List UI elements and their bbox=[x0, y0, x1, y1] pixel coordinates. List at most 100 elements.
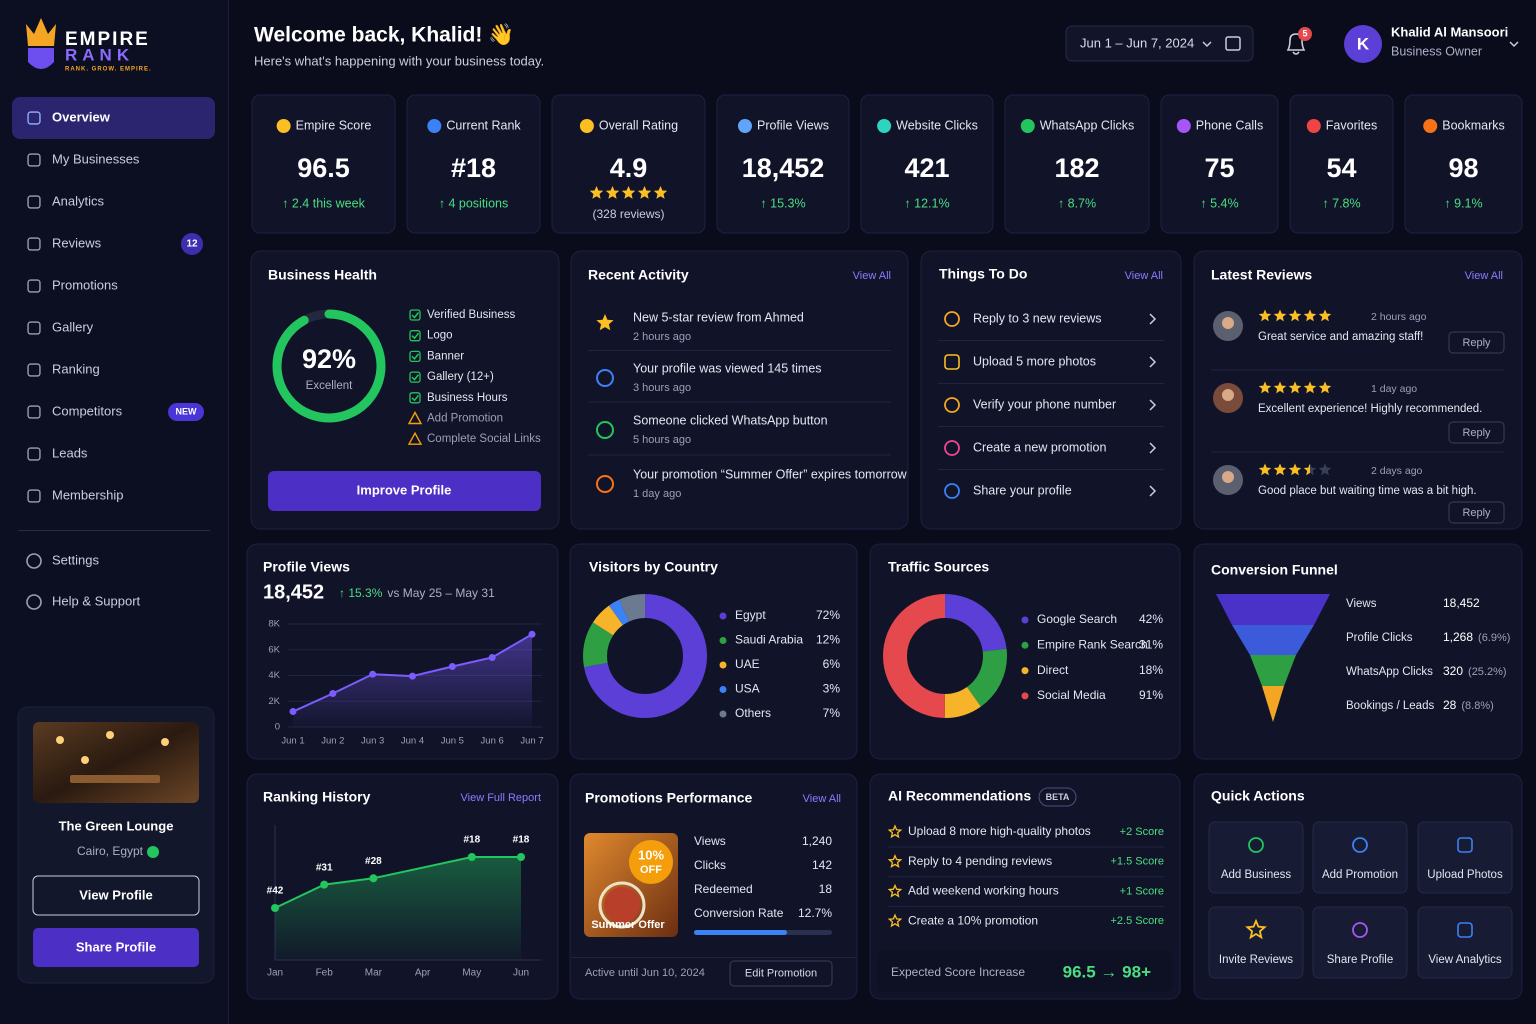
check-box bbox=[409, 371, 421, 383]
point bbox=[448, 662, 456, 670]
checklist-item: Verified Business bbox=[427, 309, 515, 321]
stat-value: 98 bbox=[1448, 153, 1478, 183]
panel bbox=[869, 543, 1181, 760]
date-picker[interactable] bbox=[1065, 25, 1254, 62]
reply-button[interactable] bbox=[1448, 421, 1505, 444]
recommendation-score: +1 Score bbox=[1120, 885, 1164, 897]
check bbox=[411, 312, 420, 319]
legend-value: 42% bbox=[1139, 612, 1163, 626]
chart-comparison: vs May 25 – May 31 bbox=[387, 586, 495, 600]
improve-button[interactable] bbox=[268, 471, 541, 511]
user-name: Khalid Al Mansoori bbox=[1391, 24, 1508, 39]
button-label[interactable]: Share Profile bbox=[76, 939, 156, 954]
quick-action-label[interactable]: Add Promotion bbox=[1322, 869, 1398, 881]
nav-item[interactable]: Gallery bbox=[52, 319, 94, 334]
icon bbox=[944, 397, 960, 413]
button-label[interactable]: Improve Profile bbox=[357, 482, 452, 497]
notification-count: 5 bbox=[1302, 28, 1307, 38]
link[interactable]: View All bbox=[853, 270, 891, 282]
metric-value: 18 bbox=[819, 882, 833, 896]
review-time: 2 days ago bbox=[1371, 465, 1423, 477]
nav-item[interactable]: Competitors bbox=[52, 403, 123, 418]
nav-item[interactable]: Ranking bbox=[52, 361, 100, 376]
button-label[interactable]: Reply bbox=[1462, 337, 1491, 349]
icon bbox=[596, 475, 614, 493]
progress-fill bbox=[694, 930, 787, 935]
nav-item[interactable]: Settings bbox=[52, 552, 99, 567]
legend-dot bbox=[719, 612, 727, 620]
todo-item[interactable]: Reply to 3 new reviews bbox=[973, 311, 1102, 325]
promo-badge bbox=[629, 840, 673, 884]
stat-change: ↑ 15.3% bbox=[760, 196, 805, 210]
quick-action[interactable] bbox=[1208, 906, 1304, 979]
quick-action-label[interactable]: Share Profile bbox=[1327, 954, 1393, 966]
nav-item[interactable]: Help & Support bbox=[52, 593, 141, 608]
nav-item[interactable]: Leads bbox=[52, 445, 88, 460]
funnel-value: 320 bbox=[1443, 664, 1463, 678]
point bbox=[320, 880, 329, 889]
quick-action-label[interactable]: View Analytics bbox=[1428, 954, 1502, 966]
quick-action[interactable] bbox=[1417, 821, 1513, 894]
avatar-face bbox=[1222, 389, 1234, 401]
funnel-stage bbox=[1216, 594, 1330, 625]
link[interactable]: View All bbox=[1465, 270, 1503, 282]
button-label[interactable]: Reply bbox=[1462, 427, 1491, 439]
reply-button[interactable] bbox=[1448, 331, 1505, 354]
link[interactable]: View Full Report bbox=[461, 792, 542, 804]
quick-action[interactable] bbox=[1417, 906, 1513, 979]
stat-label: Favorites bbox=[1326, 118, 1377, 132]
panel-title: AI Recommendations bbox=[888, 788, 1031, 804]
button-label[interactable]: Edit Promotion bbox=[745, 967, 817, 979]
avatar-initial: K bbox=[1357, 34, 1370, 53]
quick-action-label[interactable]: Upload Photos bbox=[1427, 869, 1503, 881]
todo-item[interactable]: Upload 5 more photos bbox=[973, 354, 1096, 368]
quick-action-label[interactable]: Add Business bbox=[1221, 869, 1292, 881]
nav-item[interactable]: Membership bbox=[52, 487, 124, 502]
stat-icon bbox=[1176, 119, 1191, 133]
funnel-label: Bookings / Leads bbox=[1346, 700, 1434, 712]
reply-button[interactable] bbox=[1448, 501, 1505, 524]
nav-item[interactable]: Reviews bbox=[52, 235, 102, 250]
nav-badge bbox=[181, 233, 203, 255]
nav-item[interactable]: Overview bbox=[52, 109, 111, 124]
panel bbox=[1193, 250, 1523, 530]
star bbox=[589, 186, 604, 199]
calendar-icon bbox=[1225, 36, 1241, 51]
todo-item[interactable]: Verify your phone number bbox=[973, 397, 1116, 411]
icon bbox=[887, 913, 903, 928]
chevron bbox=[1149, 485, 1157, 497]
stat-label: Current Rank bbox=[446, 118, 521, 132]
nav-item[interactable]: Analytics bbox=[52, 193, 105, 208]
view-profile-button[interactable] bbox=[32, 875, 200, 916]
quick-action-label[interactable]: Invite Reviews bbox=[1219, 954, 1293, 966]
share-profile-button[interactable] bbox=[33, 928, 199, 967]
todo-item[interactable]: Create a new promotion bbox=[973, 440, 1106, 454]
edit-button[interactable] bbox=[729, 960, 833, 987]
metric-value: 1,240 bbox=[802, 834, 832, 848]
quick-action[interactable] bbox=[1208, 821, 1304, 894]
icon bbox=[27, 153, 41, 167]
link[interactable]: View All bbox=[1125, 270, 1163, 282]
legend-label: USA bbox=[735, 682, 760, 696]
nav-item[interactable]: Promotions bbox=[52, 277, 118, 292]
x-tick-label: May bbox=[462, 968, 481, 979]
legend-label: Saudi Arabia bbox=[735, 633, 803, 647]
icon bbox=[27, 195, 41, 209]
data-label: #18 bbox=[463, 835, 480, 846]
avatar[interactable] bbox=[1344, 25, 1382, 63]
nav-item[interactable]: My Businesses bbox=[52, 151, 140, 166]
todo-item[interactable]: Share your profile bbox=[973, 483, 1072, 497]
metric-label: Clicks bbox=[694, 858, 726, 872]
icon bbox=[1457, 837, 1473, 853]
bell[interactable] bbox=[1286, 33, 1306, 55]
date-range[interactable]: Jun 1 – Jun 7, 2024 bbox=[1080, 35, 1194, 50]
point bbox=[369, 874, 378, 883]
quick-action[interactable] bbox=[1312, 906, 1408, 979]
icon bbox=[26, 553, 42, 569]
button-label[interactable]: View Profile bbox=[79, 887, 152, 902]
quick-action[interactable] bbox=[1312, 821, 1408, 894]
button-label[interactable]: Reply bbox=[1462, 507, 1491, 519]
y-tick-label: 4K bbox=[268, 670, 280, 681]
link[interactable]: View All bbox=[803, 793, 841, 805]
review-text: Great service and amazing staff! bbox=[1258, 331, 1423, 343]
